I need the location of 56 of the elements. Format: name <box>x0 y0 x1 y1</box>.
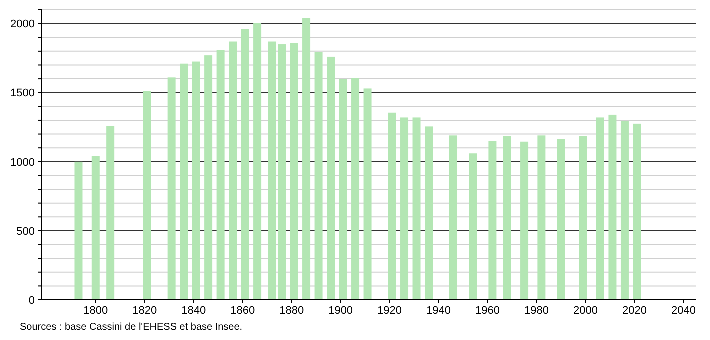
bar <box>106 126 115 300</box>
bar <box>339 79 348 300</box>
bar <box>268 42 276 300</box>
bar <box>425 126 434 300</box>
bar <box>74 162 83 300</box>
bar <box>520 142 529 300</box>
bar <box>620 121 629 300</box>
bar <box>168 78 176 300</box>
bar <box>192 62 200 300</box>
x-tick-label: 2020 <box>622 305 648 317</box>
bar <box>327 56 336 300</box>
x-tick-label: 2040 <box>672 305 696 317</box>
bar <box>314 52 323 300</box>
bar <box>488 141 497 300</box>
bar <box>290 43 298 300</box>
x-tick-label: 1900 <box>328 305 354 317</box>
bar <box>538 136 546 300</box>
y-tick-label: 0 <box>28 294 35 307</box>
bar <box>608 114 617 300</box>
x-tick-label: 1860 <box>230 305 256 317</box>
bar <box>302 18 311 300</box>
bar <box>143 91 152 300</box>
y-tick-label: 2000 <box>10 18 35 31</box>
bar <box>204 56 213 300</box>
x-tick-label: 1880 <box>280 305 304 317</box>
x-tick-label: 2000 <box>574 305 598 317</box>
bar <box>579 136 588 300</box>
x-tick-label: 1920 <box>378 305 402 317</box>
bar <box>557 139 566 300</box>
bar <box>216 50 225 300</box>
y-tick-label: 1500 <box>10 88 35 100</box>
bar <box>180 64 188 300</box>
bar <box>92 156 100 300</box>
x-tick-label: 1980 <box>524 305 550 317</box>
x-tick-label: 1820 <box>132 305 158 317</box>
x-tick-label: 1840 <box>182 305 206 317</box>
bar <box>229 42 238 300</box>
bar <box>450 136 458 300</box>
x-tick-label: 1800 <box>84 305 108 317</box>
x-tick-label: 1960 <box>476 305 500 317</box>
bar <box>469 154 478 300</box>
bar <box>412 118 421 300</box>
bar <box>503 136 512 300</box>
y-tick-label: 1000 <box>10 156 35 169</box>
bar <box>633 124 642 300</box>
bar <box>278 44 286 300</box>
y-tick-label: 500 <box>16 226 35 238</box>
x-tick-label: 1940 <box>426 305 452 317</box>
bar <box>254 23 262 300</box>
bar <box>352 78 360 300</box>
source-note: Sources : base Cassini de l'EHESS et base Insee. <box>20 322 243 333</box>
bar <box>241 29 250 300</box>
bar <box>596 118 604 300</box>
bar <box>364 88 372 300</box>
bar <box>400 118 409 300</box>
bar <box>388 112 396 300</box>
